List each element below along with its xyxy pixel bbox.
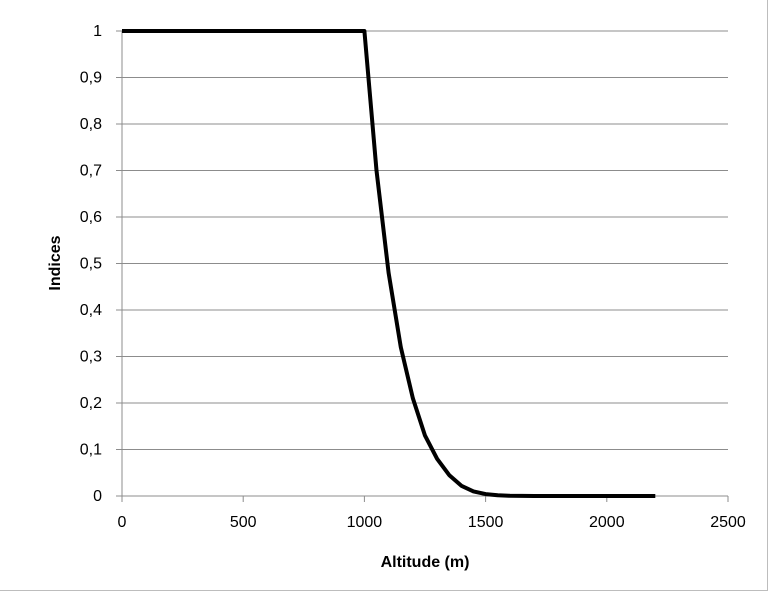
y-axis-title: Indices [47, 235, 64, 290]
y-tick-label: 0,1 [80, 442, 102, 459]
y-tick-label: 0,9 [80, 70, 102, 87]
x-axis-title: Altitude (m) [381, 554, 470, 571]
y-tick-labels: 0 0,1 0,2 0,3 0,4 0,5 0,6 0,7 0,8 0,9 1 [80, 23, 102, 505]
y-tick-label: 0,2 [80, 395, 102, 412]
y-tick-label: 0,6 [80, 209, 102, 226]
x-tick-label: 1500 [468, 514, 504, 531]
gridlines [122, 30, 728, 450]
y-tick-label: 0,4 [80, 302, 102, 319]
y-tick-label: 0,5 [80, 256, 102, 273]
x-tick-label: 1000 [347, 514, 383, 531]
x-tick-label: 2000 [589, 514, 625, 531]
y-tick-label: 0,7 [80, 163, 102, 180]
x-tick-label: 2500 [710, 514, 746, 531]
x-tick-labels: 0 500 1000 1500 2000 2500 [118, 514, 746, 531]
x-tick-label: 0 [118, 514, 127, 531]
x-tick-label: 500 [230, 514, 257, 531]
series-line [122, 29, 656, 498]
series-group [122, 29, 656, 498]
y-tick-label: 0 [93, 488, 102, 505]
y-tick-label: 0,3 [80, 349, 102, 366]
y-tick-label: 0,8 [80, 116, 102, 133]
y-tick-label: 1 [93, 23, 102, 40]
